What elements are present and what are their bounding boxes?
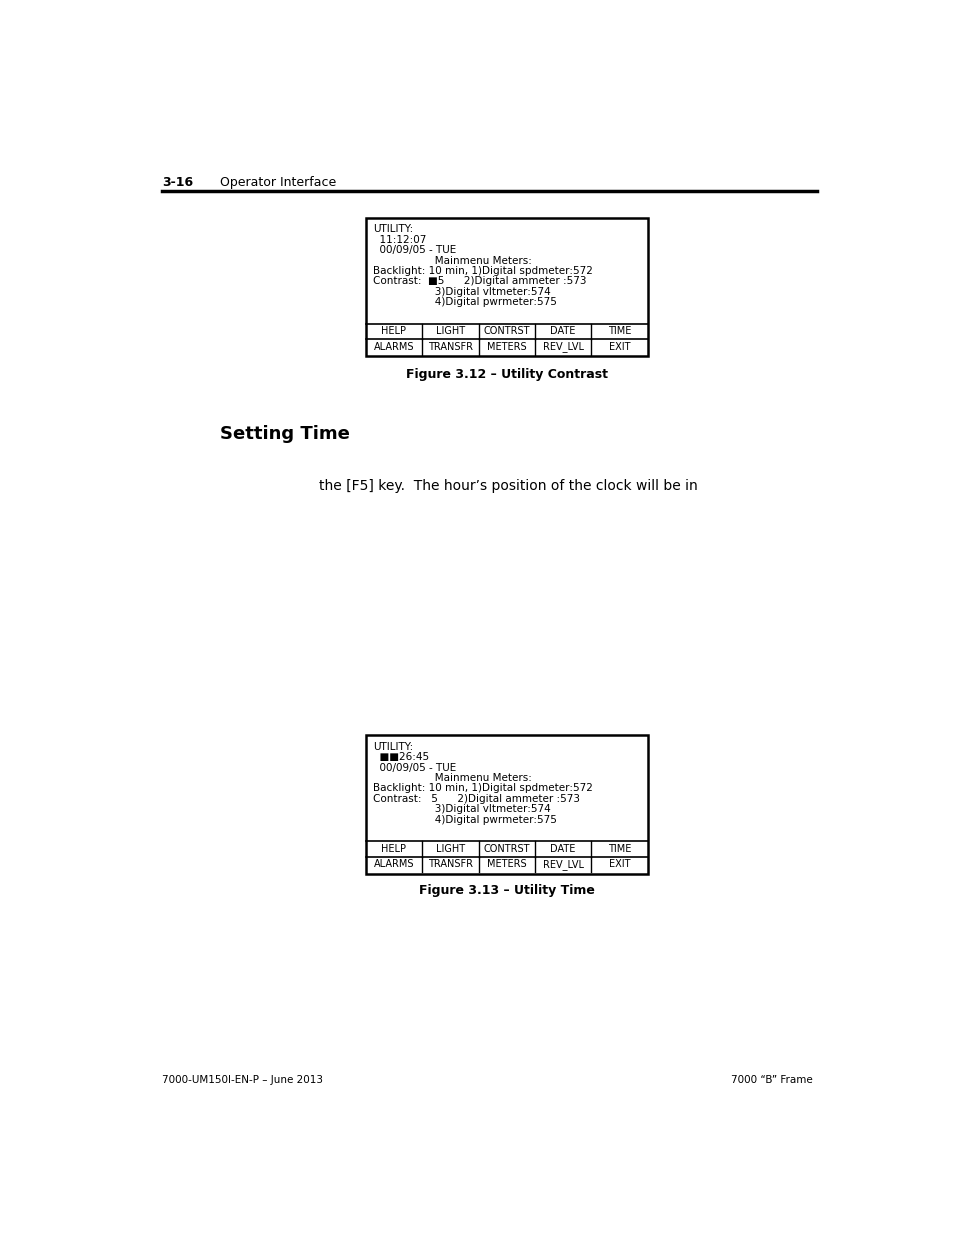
Text: 00/09/05 - TUE: 00/09/05 - TUE [373,246,456,256]
Text: Figure 3.13 – Utility Time: Figure 3.13 – Utility Time [418,883,594,897]
Text: Operator Interface: Operator Interface [220,177,335,189]
Text: Figure 3.12 – Utility Contrast: Figure 3.12 – Utility Contrast [405,368,607,380]
Text: 4)Digital pwrmeter:575: 4)Digital pwrmeter:575 [373,815,557,825]
Text: 3)Digital vltmeter:574: 3)Digital vltmeter:574 [373,287,551,296]
Text: CONTRST: CONTRST [483,326,530,336]
Text: Setting Time: Setting Time [220,425,350,443]
Text: HELP: HELP [381,844,406,853]
Text: METERS: METERS [486,860,526,869]
Text: ■■26:45: ■■26:45 [373,752,429,762]
Text: Contrast:   5      2)Digital ammeter :573: Contrast: 5 2)Digital ammeter :573 [373,794,579,804]
Text: REV_LVL: REV_LVL [542,858,583,869]
Text: DATE: DATE [550,326,576,336]
Bar [365,217,647,356]
Text: TIME: TIME [607,844,631,853]
Bar [365,735,647,873]
Text: EXIT: EXIT [608,342,630,352]
Text: DATE: DATE [550,844,576,853]
Text: TRANSFR: TRANSFR [427,860,473,869]
Text: ALARMS: ALARMS [374,860,414,869]
Text: UTILITY:: UTILITY: [373,225,414,235]
Text: Backlight: 10 min, 1)Digital spdmeter:572: Backlight: 10 min, 1)Digital spdmeter:57… [373,266,593,275]
Text: ALARMS: ALARMS [374,342,414,352]
Text: the [F5] key.  The hour’s position of the clock will be in: the [F5] key. The hour’s position of the… [319,479,698,493]
Text: TRANSFR: TRANSFR [427,342,473,352]
Text: 7000-UM150I-EN-P – June 2013: 7000-UM150I-EN-P – June 2013 [162,1074,322,1084]
Text: METERS: METERS [486,342,526,352]
Text: CONTRST: CONTRST [483,844,530,853]
Text: 7000 “B” Frame: 7000 “B” Frame [730,1074,812,1084]
Text: REV_LVL: REV_LVL [542,341,583,352]
Text: UTILITY:: UTILITY: [373,742,414,752]
Text: Mainmenu Meters:: Mainmenu Meters: [373,773,532,783]
Text: EXIT: EXIT [608,860,630,869]
Text: Backlight: 10 min, 1)Digital spdmeter:572: Backlight: 10 min, 1)Digital spdmeter:57… [373,783,593,793]
Text: Contrast:  ■5      2)Digital ammeter :573: Contrast: ■5 2)Digital ammeter :573 [373,277,586,287]
Text: 00/09/05 - TUE: 00/09/05 - TUE [373,763,456,773]
Text: 3-16: 3-16 [162,177,193,189]
Text: LIGHT: LIGHT [436,844,464,853]
Text: 3)Digital vltmeter:574: 3)Digital vltmeter:574 [373,804,551,814]
Text: HELP: HELP [381,326,406,336]
Text: TIME: TIME [607,326,631,336]
Text: Mainmenu Meters:: Mainmenu Meters: [373,256,532,266]
Text: 4)Digital pwrmeter:575: 4)Digital pwrmeter:575 [373,298,557,308]
Text: LIGHT: LIGHT [436,326,464,336]
Text: 11:12:07: 11:12:07 [373,235,426,245]
